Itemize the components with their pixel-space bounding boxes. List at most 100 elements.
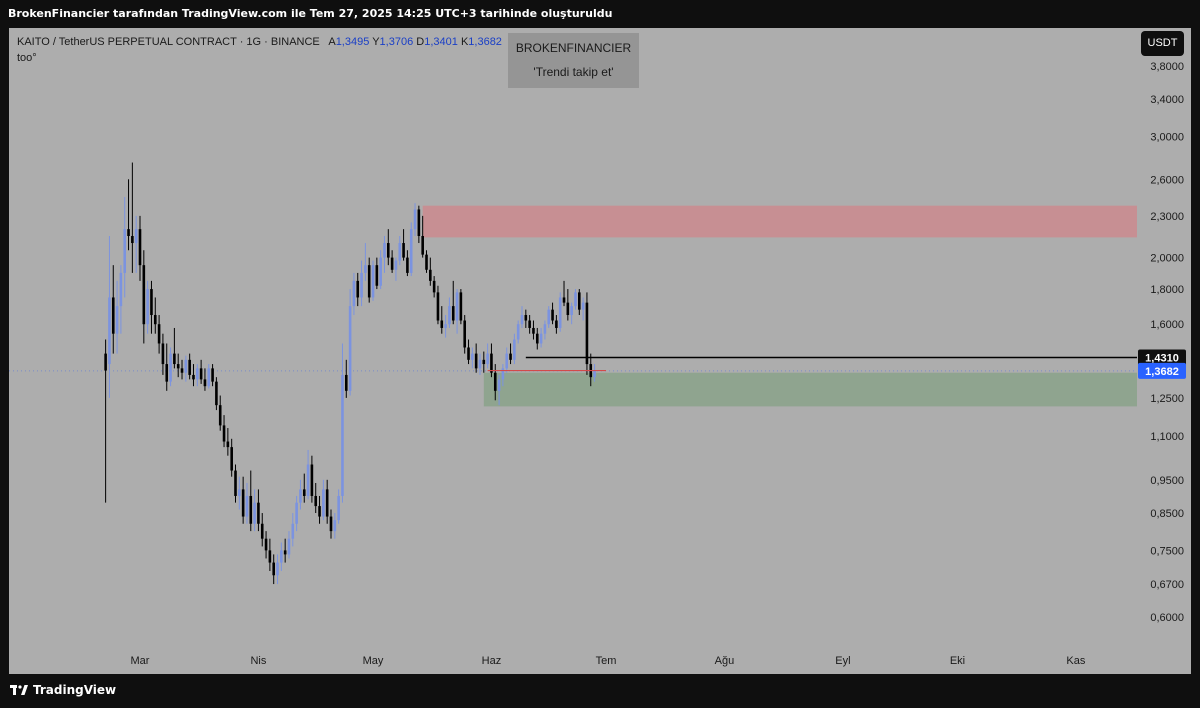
- price-label-box: [1138, 362, 1186, 379]
- candle-body: [283, 550, 287, 555]
- tradingview-logo-icon: [10, 684, 28, 698]
- x-tick-label: Ağu: [715, 655, 735, 667]
- candle-body: [295, 502, 298, 524]
- y-tick-label: 1,8000: [1150, 284, 1184, 296]
- candle-body: [119, 272, 123, 307]
- open-label: A: [328, 36, 336, 48]
- y-tick-label: 0,7500: [1150, 545, 1184, 557]
- candle-body: [532, 327, 535, 334]
- candle-body: [291, 523, 295, 539]
- y-tick-label: 2,3000: [1150, 211, 1184, 223]
- candle-body: [134, 229, 138, 244]
- price-label-box: [1138, 349, 1186, 366]
- candle-body: [253, 502, 256, 524]
- candle-body: [150, 289, 153, 316]
- candle-body: [398, 243, 402, 261]
- candle-body: [558, 297, 562, 328]
- currency-button[interactable]: USDT: [1141, 31, 1184, 56]
- candle-body: [238, 489, 241, 496]
- candle-body: [516, 324, 520, 340]
- candle-body: [161, 343, 165, 365]
- candle-body: [413, 209, 417, 230]
- candle-body: [146, 289, 149, 325]
- candle-body: [570, 306, 573, 316]
- x-tick-label: Nis: [250, 655, 266, 667]
- candle-body: [280, 550, 283, 563]
- candle-body: [138, 229, 142, 266]
- candle-body: [578, 292, 581, 310]
- candle-body: [299, 489, 302, 503]
- close-value: 1,3682: [468, 36, 502, 48]
- candle-body: [390, 257, 394, 270]
- candle-body: [585, 302, 589, 365]
- candle-body: [455, 292, 459, 321]
- candle-body: [463, 320, 466, 348]
- x-tick-label: Mar: [131, 655, 150, 667]
- candle-body: [367, 265, 371, 298]
- candle-body: [257, 502, 260, 524]
- candle-body: [341, 374, 344, 496]
- y-tick-label: 1,6000: [1150, 319, 1184, 331]
- high-label: Y: [372, 36, 380, 48]
- x-tick-label: May: [363, 655, 384, 667]
- candle-body: [272, 562, 275, 576]
- candle-body: [444, 324, 447, 328]
- candle-body: [199, 368, 203, 380]
- candle-body: [474, 353, 478, 369]
- candle-body: [566, 302, 570, 316]
- y-tick-label: 1,1000: [1150, 431, 1184, 443]
- tradingview-brand[interactable]: TradingView: [10, 683, 116, 698]
- candle-body: [188, 359, 191, 375]
- open-value: 1,3495: [335, 36, 370, 48]
- candle-body: [493, 372, 497, 391]
- candle-body: [356, 280, 360, 298]
- candle-body: [142, 265, 146, 325]
- x-tick-label: Eyl: [835, 655, 850, 667]
- candle-body: [364, 265, 367, 273]
- candle-body: [539, 333, 543, 344]
- high-value: 1,3706: [379, 36, 414, 48]
- candle-body: [448, 306, 451, 325]
- footer-bar: TradingView: [0, 674, 1200, 708]
- candle-body: [169, 353, 172, 382]
- candle-body: [218, 405, 222, 426]
- candle-body: [123, 229, 127, 273]
- candle-body: [432, 280, 436, 293]
- candle-body: [249, 495, 253, 524]
- candle-body: [302, 489, 306, 496]
- caption-text: BrokenFinancier tarafından TradingView.c…: [8, 7, 613, 20]
- y-tick-label: 2,0000: [1150, 253, 1184, 265]
- candle-body: [421, 236, 424, 255]
- text-note-box[interactable]: BROKENFINANCIER 'Trendi takip et': [508, 33, 639, 88]
- candle-body: [165, 364, 169, 382]
- support-zone: [483, 372, 1137, 407]
- candle-body: [314, 495, 318, 507]
- candlestick-chart[interactable]: 3,8000 3,4000 3,0000 2,6000 2,3000 2,0000 1,80…: [9, 28, 1191, 674]
- candle-body: [211, 368, 214, 382]
- candle-body: [157, 324, 161, 344]
- candle-body: [451, 306, 455, 321]
- chart-area[interactable]: 3,8000 3,4000 3,0000 2,6000 2,3000 2,0000 1,80…: [9, 28, 1191, 674]
- x-tick-label: Eki: [950, 655, 965, 667]
- candle-body: [379, 257, 382, 286]
- candle-body: [104, 353, 107, 371]
- low-value: 1,3401: [424, 36, 458, 48]
- candle-body: [555, 320, 558, 328]
- symbol-legend: KAITO / TetherUS PERPETUAL CONTRACT · 1G…: [17, 36, 502, 48]
- candle-body: [467, 347, 470, 360]
- y-tick-label: 0,6000: [1150, 612, 1184, 624]
- y-tick-label: 3,0000: [1150, 132, 1184, 144]
- candle-body: [581, 302, 585, 310]
- y-tick-label: 3,8000: [1150, 61, 1184, 73]
- candle-body: [417, 209, 421, 237]
- candle-body: [318, 506, 321, 517]
- candle-body: [543, 324, 547, 334]
- candle-body: [173, 353, 176, 365]
- candle-body: [176, 364, 180, 369]
- candle-body: [192, 374, 195, 380]
- candle-body: [234, 470, 237, 496]
- candle-body: [513, 339, 516, 360]
- candle-body: [520, 315, 524, 325]
- candle-body: [360, 272, 363, 298]
- brand-text: TradingView: [33, 683, 117, 697]
